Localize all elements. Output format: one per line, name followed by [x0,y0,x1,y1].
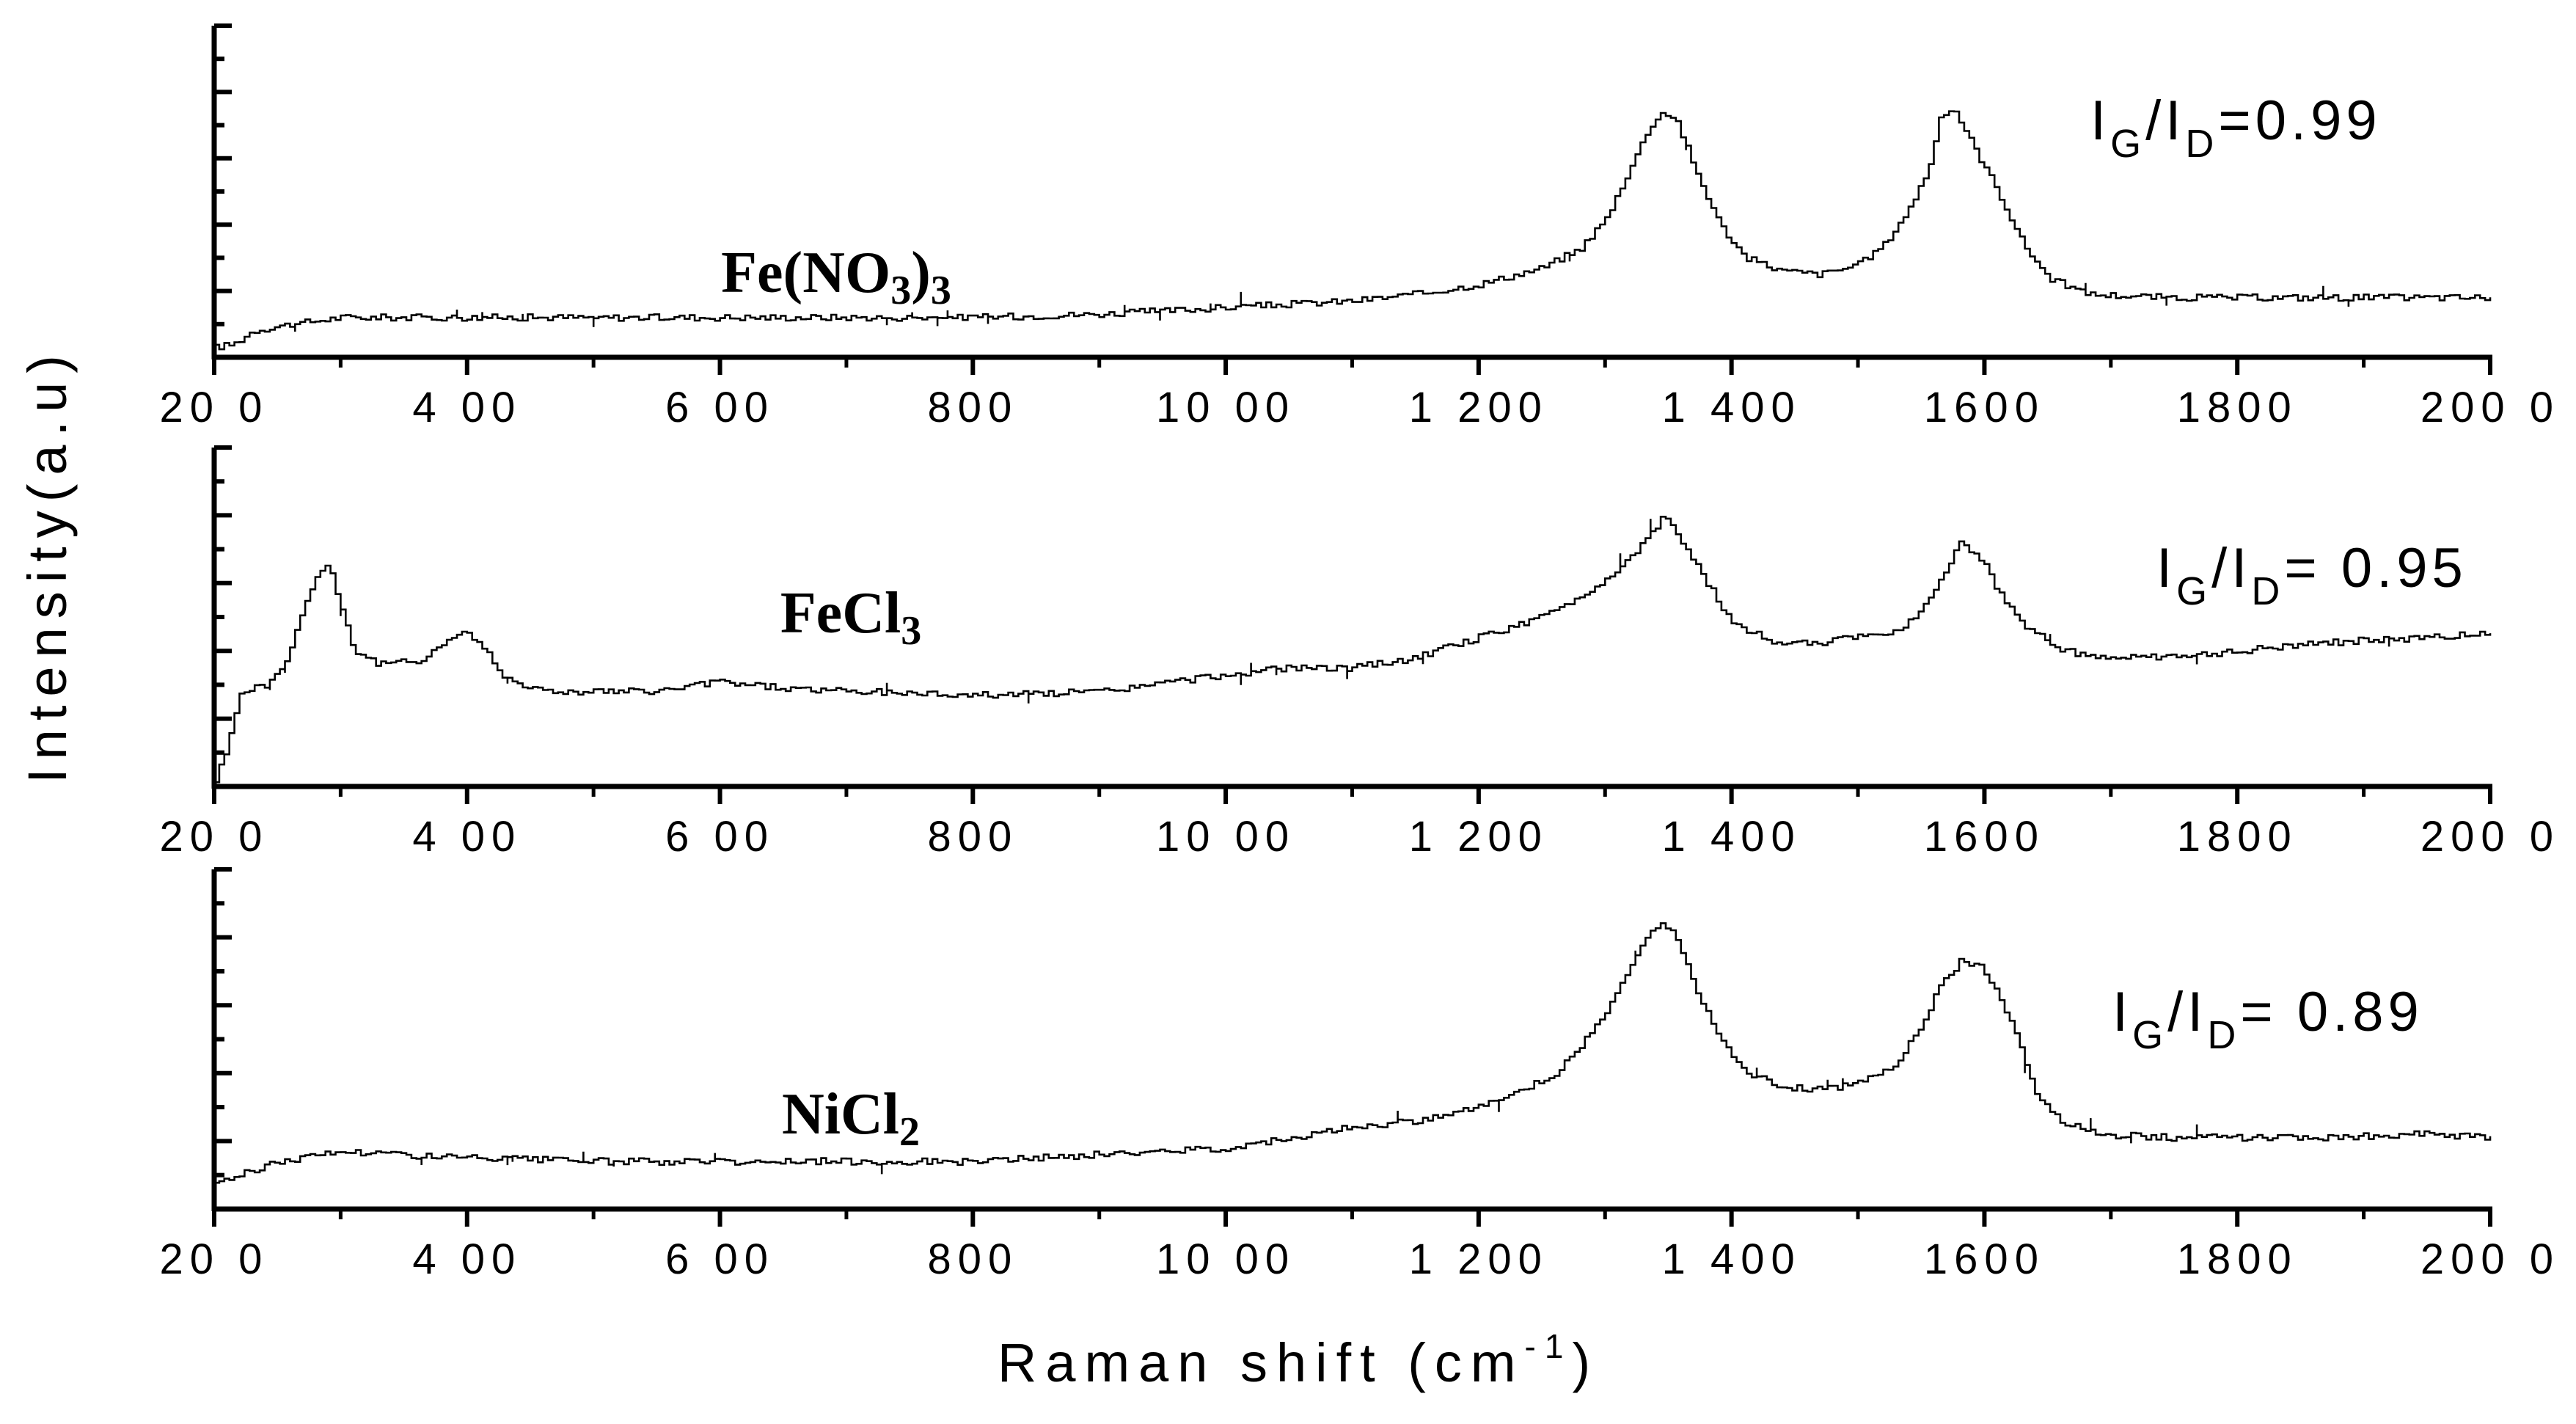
ratio-slash-id: /I [2211,537,2251,599]
series-line-feno33 [214,110,2492,351]
x-tick-label: 800 [927,384,1018,431]
x-axis-title-superscript: -1 [1525,1327,1573,1365]
x-tick-label: 1800 [2177,813,2298,861]
x-tick-label: 4 00 [412,1235,522,1283]
series-line-fecl3 [214,516,2492,784]
x-tick-label: 6 00 [665,384,775,431]
x-tick-label: 200 0 [2421,813,2560,861]
x-tick-label: 1 200 [1409,1235,1548,1283]
x-tick-label: 1 200 [1409,813,1548,861]
x-axis-title-close: ) [1572,1332,1599,1393]
panel-fecl3: 20 0 4 00 6 00 800 10 00 1 200 1 400 1600 1800 20… [160,445,2560,861]
x-tick-label: 20 0 [160,384,269,431]
x-tick-label: 1 200 [1409,384,1548,431]
ratio-slash-id: /I [2167,981,2207,1043]
panel-nicl2: 20 0 4 00 6 00 800 10 00 1 200 1 400 1600 1800 20… [160,867,2560,1283]
sample-label: Fe(NO3)3 [721,241,951,313]
x-tick-label: 1800 [2177,1235,2298,1283]
x-tick-label: 6 00 [665,1235,775,1283]
x-tick-label: 20 0 [160,1235,269,1283]
x-axis-title-main: Raman shift (cm [998,1332,1525,1393]
ratio-d-subscript: D [2251,569,2284,613]
x-tick-label: 1 400 [1662,1235,1801,1283]
x-tick-label: 10 00 [1156,384,1295,431]
ratio-g-subscript: G [2132,1013,2167,1057]
x-tick-label: 4 00 [412,813,522,861]
ratio-value: =0.99 [2218,90,2381,152]
sample-label-close: ) [911,241,931,305]
x-tick-label: 1600 [1924,813,2045,861]
ratio-g-subscript: G [2176,569,2211,613]
ratio-slash-id: /I [2145,90,2185,152]
sample-label-subscript: 3 [890,268,911,313]
sample-label-subscript: 2 [899,1109,920,1155]
x-tick-label: 1800 [2177,384,2298,431]
x-tick-label: 800 [927,813,1018,861]
sample-label-main: FeCl [780,581,901,646]
ig-id-ratio-label: IG/ID=0.99 [2090,90,2382,166]
panel-feno33: 20 0 4 00 6 00 800 10 00 1 200 1 400 1600 1800 20… [160,23,2560,431]
sample-label: NiCl2 [782,1082,920,1155]
x-tick-label: 6 00 [665,813,775,861]
x-tick-label: 1600 [1924,1235,2045,1283]
ig-id-ratio-label: IG/ID= 0.95 [2156,537,2467,613]
x-tick-label: 200 0 [2421,1235,2560,1283]
ratio-ig: I [2090,90,2110,152]
sample-label-subscript: 3 [901,608,921,654]
x-tick-label: 4 00 [412,384,522,431]
series-line-nicl2 [214,922,2492,1184]
sample-label: FeCl3 [780,581,921,654]
sample-label-subscript-2: 3 [931,268,951,313]
x-tick-label: 800 [927,1235,1018,1283]
ratio-d-subscript: D [2207,1013,2240,1057]
ratio-ig: I [2156,537,2176,599]
x-axis-title: Raman shift (cm-1) [998,1327,1599,1393]
ratio-g-subscript: G [2110,122,2145,166]
x-tick-label: 200 0 [2421,384,2560,431]
x-tick-label: 1 400 [1662,384,1801,431]
x-tick-label: 10 00 [1156,1235,1295,1283]
ratio-ig: I [2112,981,2132,1043]
ratio-value: = 0.95 [2284,537,2467,599]
x-tick-label: 1600 [1924,384,2045,431]
ratio-value: = 0.89 [2240,981,2423,1043]
x-tick-label: 20 0 [160,813,269,861]
sample-label-main: Fe(NO [721,241,890,305]
x-tick-label: 1 400 [1662,813,1801,861]
ratio-d-subscript: D [2185,122,2218,166]
ig-id-ratio-label: IG/ID= 0.89 [2112,981,2423,1057]
sample-label-main: NiCl [782,1082,899,1147]
x-tick-label: 10 00 [1156,813,1295,861]
y-axis-title: Intensity(a.u) [17,346,78,784]
